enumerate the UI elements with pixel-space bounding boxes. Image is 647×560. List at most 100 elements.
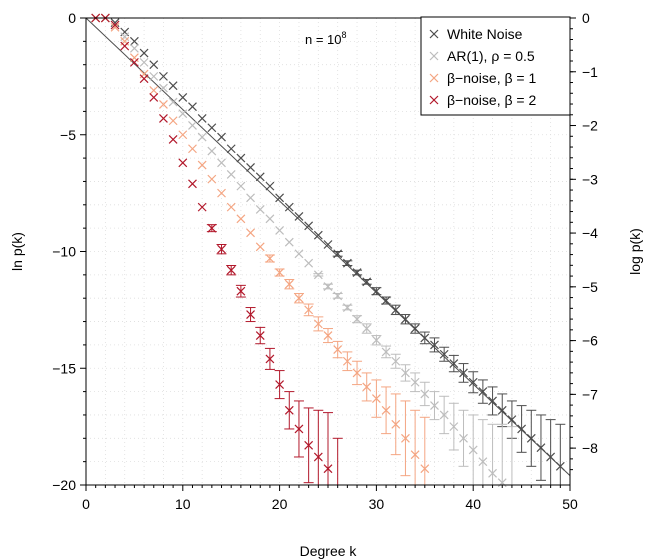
data-point (313, 270, 323, 280)
data-point-stroke (110, 22, 120, 32)
legend-marker (429, 51, 439, 61)
data-point-stroke (294, 424, 304, 434)
data-point (459, 368, 468, 378)
data-point-stroke (217, 188, 226, 198)
legend-marker (429, 29, 439, 39)
axes: 0 10 20 30 40 50 0 −5 −10 −15 −20 0 −1 −2 −3 −4 −5 −6 −7 −8 (52, 10, 598, 512)
data-point-stroke (255, 331, 265, 340)
data-point (178, 109, 188, 119)
data-point-stroke (546, 452, 556, 462)
data-point (197, 202, 207, 212)
data-point-stroke (478, 387, 488, 397)
data-point (468, 377, 478, 387)
data-point (168, 97, 178, 107)
data-point (342, 258, 352, 268)
data-point-stroke (255, 205, 265, 214)
data-point (110, 22, 120, 32)
data-point-stroke (333, 249, 343, 259)
y-right-tick-label: 0 (582, 10, 590, 26)
series-0 (85, 13, 571, 485)
data-point-stroke (439, 349, 449, 359)
data-point (197, 160, 207, 170)
data-point-stroke (420, 333, 430, 343)
data-point-stroke (149, 71, 159, 81)
data-point (149, 85, 159, 95)
data-point-stroke (304, 440, 314, 450)
data-point-stroke (352, 314, 362, 324)
data-point (226, 265, 236, 275)
data-point (217, 158, 226, 168)
data-point-stroke (313, 230, 323, 240)
data-point-stroke (255, 172, 265, 182)
data-point (342, 356, 352, 366)
data-point-stroke (168, 116, 178, 126)
data-point-stroke (168, 97, 178, 107)
data-point (275, 226, 285, 235)
data-point (246, 163, 255, 172)
data-point-stroke (304, 221, 314, 231)
data-point (207, 146, 217, 156)
data-point-stroke (323, 282, 333, 291)
data-point-stroke (207, 174, 217, 184)
data-point-stroke (362, 277, 372, 287)
data-point-stroke (352, 268, 362, 277)
data-point-stroke (188, 179, 197, 189)
data-point-stroke (507, 415, 517, 425)
data-point (188, 179, 197, 189)
data-point (381, 296, 391, 305)
data-point-stroke (236, 286, 246, 296)
data-point-stroke (391, 419, 401, 429)
data-point-stroke (362, 324, 372, 333)
legend: White Noise AR(1), ρ = 0.5 β−noise, β = 1 β… (420, 16, 571, 116)
data-point (371, 286, 381, 296)
data-point-stroke (439, 410, 449, 420)
y-tick-label: −20 (52, 477, 76, 493)
data-point-stroke (275, 268, 285, 277)
data-point-stroke (236, 153, 246, 163)
data-point-stroke (217, 244, 226, 254)
data-point (265, 181, 275, 191)
data-point (265, 254, 275, 263)
data-point-stroke (536, 443, 546, 453)
data-point-stroke (168, 81, 178, 91)
y-right-tick-label: −2 (582, 118, 598, 134)
data-point-stroke (449, 422, 459, 432)
data-point (110, 20, 120, 30)
x-tick-label: 50 (562, 496, 578, 512)
data-point (362, 277, 372, 287)
data-point-stroke (429, 51, 439, 61)
data-point-stroke (468, 445, 478, 455)
data-point-stroke (139, 74, 149, 84)
data-point-stroke (517, 424, 527, 434)
data-point (246, 193, 255, 203)
data-point (139, 74, 149, 84)
data-point (478, 457, 488, 467)
legend-label: AR(1), ρ = 0.5 (447, 48, 535, 64)
data-point-stroke (139, 57, 149, 67)
data-point-stroke (342, 356, 352, 366)
y-right-tick-label: −8 (582, 440, 598, 456)
data-point-stroke (188, 144, 197, 154)
data-point (507, 415, 517, 425)
data-point-stroke (236, 181, 246, 191)
data-point (178, 158, 188, 168)
data-point-stroke (401, 433, 410, 443)
data-point (342, 303, 352, 312)
data-point-stroke (459, 368, 468, 378)
data-point-stroke (381, 296, 391, 305)
data-point-stroke (294, 212, 304, 221)
data-point (323, 464, 333, 474)
data-point (430, 401, 439, 411)
data-point-stroke (178, 92, 188, 102)
y-right-tick-label: −1 (582, 64, 598, 80)
data-point (139, 48, 149, 58)
data-point (294, 249, 304, 259)
data-point-stroke (159, 113, 168, 123)
data-point-stroke (275, 226, 285, 235)
data-point-stroke (188, 120, 197, 130)
data-point (439, 349, 449, 359)
data-point-stroke (246, 228, 255, 238)
data-point-stroke (401, 368, 410, 378)
data-point (313, 452, 323, 462)
y-axis-left-title: ln p(k) (9, 232, 25, 271)
